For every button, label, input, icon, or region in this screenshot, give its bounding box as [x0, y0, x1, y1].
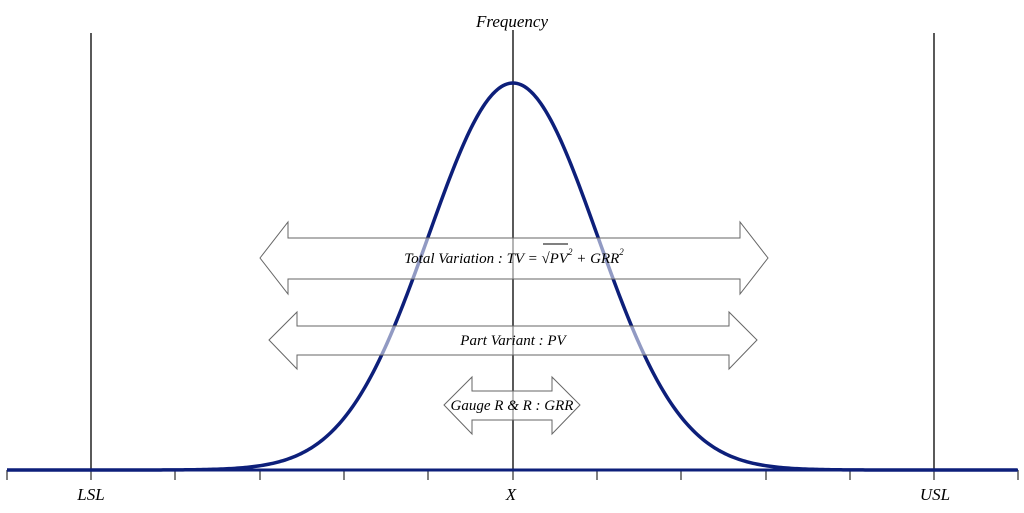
y-axis-label: Frequency — [475, 12, 549, 31]
part-variant-label: Part Variant : PV — [459, 333, 567, 349]
mean-label: X — [505, 485, 517, 504]
gauge-rr-label: Gauge R & R : GRR — [451, 398, 574, 414]
part-variant-arrow — [268, 310, 758, 371]
usl-label: USL — [920, 485, 950, 504]
total-variation-label: Total Variation : TV = √PV2 + GRR2 — [404, 247, 624, 267]
x-axis-ticks — [6, 470, 1019, 480]
total-variation-arrow — [259, 220, 769, 296]
lsl-label: LSL — [76, 485, 104, 504]
gauge-rr-arrow — [443, 375, 581, 436]
